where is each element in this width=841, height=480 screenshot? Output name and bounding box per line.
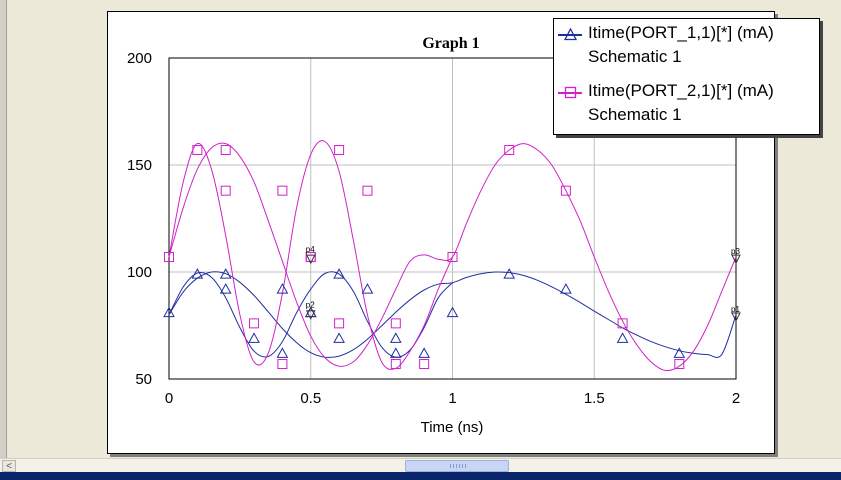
series-1-point: [163, 306, 175, 318]
series-1-line: [168, 271, 453, 358]
series-2-point: [249, 318, 260, 329]
square-marker-icon: [564, 86, 577, 99]
series-1-point: [673, 347, 686, 358]
marker-label: p2: [306, 301, 315, 310]
marker-labels: p2 p1 p4 p3: [306, 245, 741, 314]
legend-line-port-1: [558, 34, 582, 36]
series-2-point: [362, 185, 373, 196]
series-1-point: [191, 268, 204, 279]
series-1-point: [361, 283, 374, 294]
horizontal-scrollbar[interactable]: <: [0, 458, 841, 473]
series-1-point: [560, 283, 572, 294]
y-tick-label: 100: [127, 264, 152, 281]
x-tick-label: 0: [165, 390, 173, 407]
series-markers: [163, 145, 741, 370]
x-tick-label: 1: [448, 390, 456, 407]
scroll-left-button[interactable]: <: [2, 460, 16, 472]
series-1-point: [276, 347, 289, 358]
series-1-point: [389, 332, 402, 343]
y-tick-label: 200: [127, 50, 152, 67]
x-axis-label: Time (ns): [421, 419, 484, 436]
series-2-point: [164, 252, 174, 263]
series-2-point: [504, 145, 515, 156]
series-2-point: [192, 145, 203, 156]
marker-label: p3: [731, 247, 740, 256]
series-2-point: [334, 318, 345, 329]
series-1-point: [333, 332, 345, 343]
series-2-point: [220, 185, 231, 196]
series-1-point: [503, 268, 516, 279]
plot-area: [168, 57, 737, 380]
series-1-point: [418, 347, 430, 358]
series-1-point: [616, 332, 629, 343]
series-1-point: [389, 347, 402, 358]
triangle-marker-icon: [563, 27, 578, 41]
series-2-point: [419, 359, 430, 370]
series-2-point: [220, 145, 231, 156]
series-1-point: [333, 268, 345, 279]
scroll-grip-icon: [450, 464, 466, 468]
legend-series-source: Schematic 1: [588, 105, 682, 124]
series-2-point: [674, 359, 685, 370]
marker-label: p1: [731, 305, 740, 314]
series-1-point: [248, 332, 260, 343]
series-2-point: [447, 252, 458, 263]
series-1-point: [276, 283, 289, 294]
marker-cursor[interactable]: [305, 254, 316, 265]
legend-series-name: Itime(PORT_1,1)[*] (mA): [588, 23, 774, 42]
series-2-point: [277, 359, 288, 370]
y-tick-label: 150: [127, 157, 152, 174]
x-tick-label: 1.5: [584, 390, 605, 407]
legend-line-port-2: [558, 92, 582, 94]
window-bottom-strip: [0, 472, 841, 480]
axis-ticks: 0 0.5 1 1.5 2 50 100 150 200: [127, 50, 740, 407]
marker-cursor[interactable]: [305, 310, 316, 320]
legend-series-source: Schematic 1: [588, 47, 682, 66]
series-1-point: [219, 283, 232, 294]
series-1-point: [446, 306, 459, 318]
chart-legend[interactable]: Itime(PORT_1,1)[*] (mA) Schematic 1 Itim…: [553, 18, 820, 135]
series-1-point: [304, 306, 317, 318]
y-tick-label: 50: [135, 371, 152, 388]
series-2-point: [277, 185, 288, 196]
legend-entry-port-1: Itime(PORT_1,1)[*] (mA) Schematic 1: [554, 23, 819, 75]
scroll-thumb[interactable]: [405, 460, 509, 472]
series-2-point: [390, 318, 401, 329]
series-2-point: [560, 185, 571, 196]
series-2-point: [305, 252, 316, 263]
x-tick-label: 2: [732, 390, 740, 407]
series-curves: [168, 140, 737, 372]
marker-cursor[interactable]: [731, 254, 741, 265]
legend-series-name: Itime(PORT_2,1)[*] (mA): [588, 81, 774, 100]
x-tick-label: 0.5: [300, 390, 321, 407]
series-2-point: [617, 318, 628, 329]
window-left-edge: [0, 0, 7, 458]
marker-cursor[interactable]: [731, 312, 741, 323]
chart-title: Graph 1: [422, 35, 479, 52]
series-2-point: [390, 359, 401, 370]
series-2-point: [334, 145, 345, 156]
series-2-line: [168, 140, 453, 370]
marker-label: p4: [306, 245, 315, 254]
series-1-point: [219, 268, 232, 279]
legend-entry-port-2: Itime(PORT_2,1)[*] (mA) Schematic 1: [554, 81, 819, 133]
